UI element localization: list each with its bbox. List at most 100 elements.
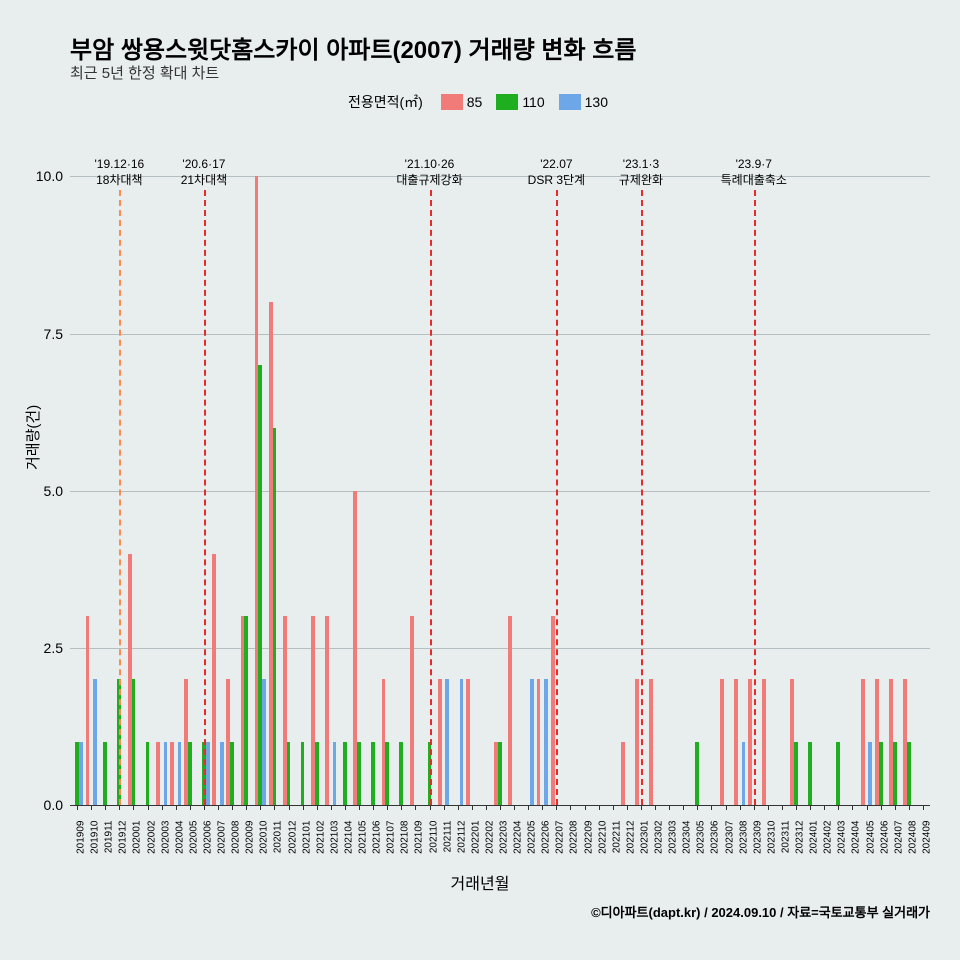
x-tick-mark xyxy=(190,805,191,810)
x-tick-mark xyxy=(444,805,445,810)
bar xyxy=(748,679,752,805)
legend-swatch xyxy=(496,94,518,110)
bar xyxy=(649,679,653,805)
x-tick-mark xyxy=(556,805,557,810)
gridline xyxy=(70,648,930,649)
x-tick-mark xyxy=(345,805,346,810)
bar xyxy=(220,742,224,805)
bar xyxy=(262,679,266,805)
chart-subtitle: 최근 5년 한정 확대 차트 xyxy=(70,62,219,83)
bar xyxy=(343,742,347,805)
bar xyxy=(879,742,883,805)
y-axis-label: 거래량(건) xyxy=(22,405,43,470)
y-tick-label: 7.5 xyxy=(8,326,63,342)
footer-credit: ©디아파트(dapt.kr) / 2024.09.10 / 자료=국토교통부 실… xyxy=(0,902,930,921)
legend-swatch xyxy=(559,94,581,110)
x-tick-mark xyxy=(162,805,163,810)
x-tick-mark xyxy=(359,805,360,810)
x-tick-mark xyxy=(641,805,642,810)
chart-container: 부암 쌍용스윗닷홈스카이 아파트(2007) 거래량 변화 흐름 최근 5년 한… xyxy=(0,0,960,960)
bar xyxy=(103,742,107,805)
bar xyxy=(445,679,449,805)
x-tick-mark xyxy=(669,805,670,810)
x-tick-mark xyxy=(486,805,487,810)
x-tick-mark xyxy=(796,805,797,810)
x-tick-mark xyxy=(726,805,727,810)
bar xyxy=(551,616,555,805)
bar xyxy=(178,742,182,805)
legend: 전용면적(㎡) 85110130 xyxy=(0,92,960,112)
x-tick-mark xyxy=(274,805,275,810)
x-tick-mark xyxy=(528,805,529,810)
plot-area: 2019092019102019112019122020012020022020… xyxy=(70,145,930,845)
x-tick-mark xyxy=(331,805,332,810)
bar xyxy=(720,679,724,805)
bar xyxy=(734,679,738,805)
legend-label: 130 xyxy=(585,94,608,110)
x-tick-mark xyxy=(317,805,318,810)
bar xyxy=(907,742,911,805)
x-tick-mark xyxy=(824,805,825,810)
bar xyxy=(861,679,865,805)
y-tick-label: 10.0 xyxy=(8,168,63,184)
x-tick-mark xyxy=(613,805,614,810)
x-tick-mark xyxy=(881,805,882,810)
bar xyxy=(836,742,840,805)
bar xyxy=(86,616,90,805)
x-tick-mark xyxy=(697,805,698,810)
bar xyxy=(230,742,234,805)
x-tick-mark xyxy=(260,805,261,810)
event-vline xyxy=(556,190,558,805)
bar xyxy=(188,742,192,805)
x-tick-mark xyxy=(923,805,924,810)
bar xyxy=(544,679,548,805)
bar xyxy=(156,742,160,805)
x-tick-mark xyxy=(148,805,149,810)
bar xyxy=(498,742,502,805)
event-annotation: '23.9·7특례대출축소 xyxy=(704,157,804,188)
x-tick-mark xyxy=(500,805,501,810)
x-tick-mark xyxy=(289,805,290,810)
x-tick-mark xyxy=(838,805,839,810)
bar xyxy=(79,742,83,805)
bar xyxy=(385,742,389,805)
bar xyxy=(146,742,150,805)
bar xyxy=(301,742,305,805)
event-vline xyxy=(641,190,643,805)
x-tick-mark xyxy=(176,805,177,810)
x-tick-mark xyxy=(218,805,219,810)
x-axis-label: 거래년월 xyxy=(0,870,960,894)
bar xyxy=(808,742,812,805)
bar xyxy=(212,554,216,805)
x-tick-mark xyxy=(909,805,910,810)
x-tick-mark xyxy=(133,805,134,810)
event-vline xyxy=(430,190,432,805)
x-tick-mark xyxy=(655,805,656,810)
x-tick-mark xyxy=(782,805,783,810)
gridline xyxy=(70,491,930,492)
event-annotation: '21.10·26대출규제강화 xyxy=(380,157,480,188)
bar xyxy=(132,679,136,805)
bar xyxy=(287,742,291,805)
bar xyxy=(893,742,897,805)
x-tick-mark xyxy=(232,805,233,810)
x-tick-mark xyxy=(627,805,628,810)
event-vline xyxy=(119,190,121,805)
x-tick-mark xyxy=(852,805,853,810)
x-tick-mark xyxy=(401,805,402,810)
x-tick-mark xyxy=(415,805,416,810)
bar xyxy=(438,679,442,805)
bar xyxy=(357,742,361,805)
bar xyxy=(466,679,470,805)
x-tick-mark xyxy=(91,805,92,810)
x-tick-mark xyxy=(430,805,431,810)
bar xyxy=(325,616,329,805)
event-vline xyxy=(754,190,756,805)
x-tick-mark xyxy=(810,805,811,810)
bar xyxy=(460,679,464,805)
x-tick-mark xyxy=(303,805,304,810)
x-tick-mark xyxy=(542,805,543,810)
bar xyxy=(621,742,625,805)
y-tick-label: 0.0 xyxy=(8,797,63,813)
x-tick-mark xyxy=(754,805,755,810)
